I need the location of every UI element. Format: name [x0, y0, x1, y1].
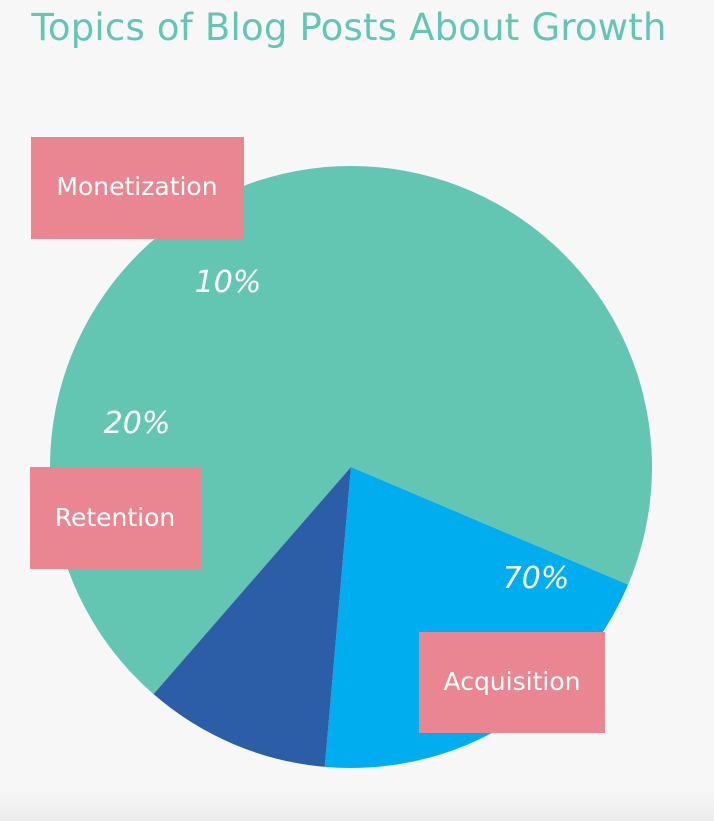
category-label-retention: Retention — [55, 503, 176, 532]
bottom-edge — [0, 791, 714, 821]
slice-value-label-monetization: 10% — [195, 265, 262, 300]
category-label-monetization: Monetization — [56, 172, 217, 201]
category-tag-box — [419, 632, 605, 733]
category-tag-acquisition: Acquisition — [419, 632, 605, 733]
category-tag-box — [30, 467, 201, 569]
slice-value-label-acquisition: 70% — [503, 561, 570, 596]
category-label-acquisition: Acquisition — [444, 667, 581, 696]
category-tag-box — [31, 137, 244, 239]
chart-title: Topics of Blog Posts About Growth — [31, 6, 667, 49]
pie-slice-monetization — [153, 467, 351, 767]
category-tag-retention: Retention — [30, 467, 201, 569]
slice-value-label-retention: 20% — [104, 406, 171, 441]
pie-slice-retention — [324, 467, 629, 769]
category-tag-monetization: Monetization — [31, 137, 244, 239]
